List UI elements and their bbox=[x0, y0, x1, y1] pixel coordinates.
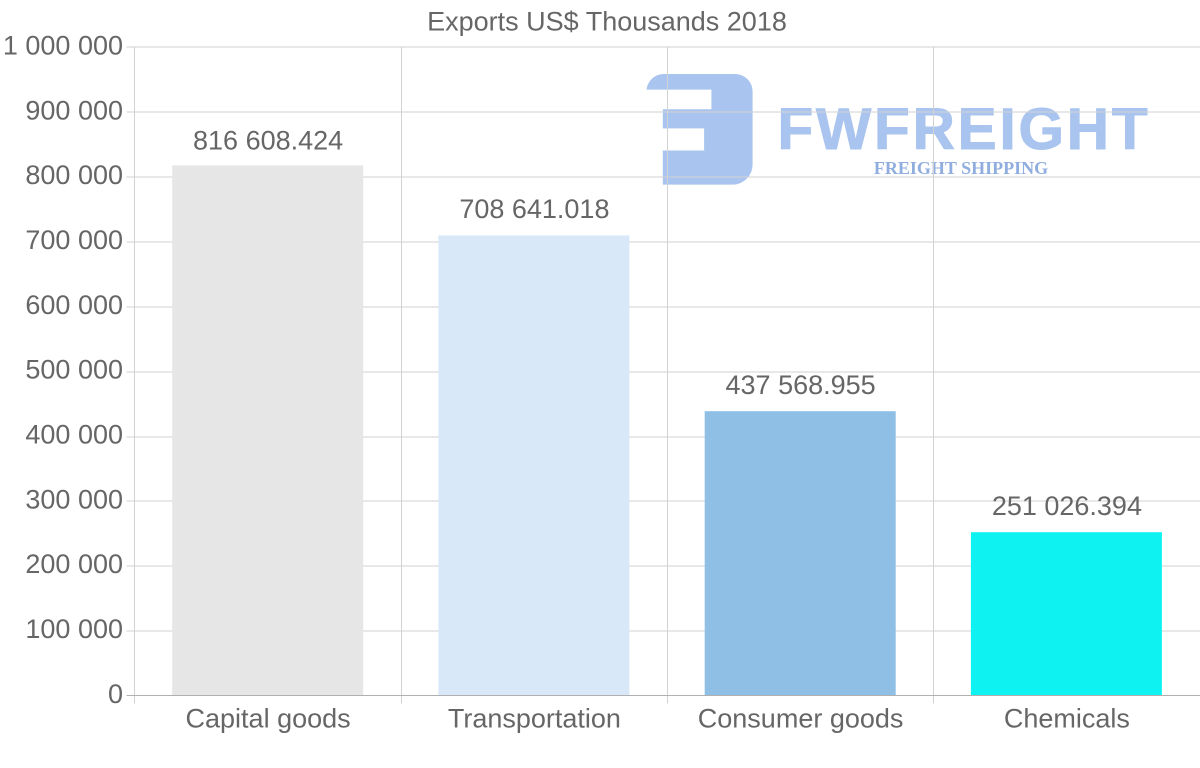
svg-text:1 000 000: 1 000 000 bbox=[3, 30, 123, 60]
svg-text:700 000: 700 000 bbox=[25, 225, 123, 255]
svg-text:600 000: 600 000 bbox=[25, 290, 123, 320]
svg-text:708 641.018: 708 641.018 bbox=[459, 194, 609, 224]
svg-text:Exports US$ Thousands 2018: Exports US$ Thousands 2018 bbox=[427, 7, 787, 37]
svg-text:Chemicals: Chemicals bbox=[1004, 704, 1130, 734]
svg-text:437 568.955: 437 568.955 bbox=[726, 370, 876, 400]
svg-text:400 000: 400 000 bbox=[25, 420, 123, 450]
svg-text:Consumer goods: Consumer goods bbox=[698, 704, 904, 734]
svg-text:251 026.394: 251 026.394 bbox=[992, 491, 1142, 521]
svg-text:900 000: 900 000 bbox=[25, 95, 123, 125]
svg-text:500 000: 500 000 bbox=[25, 355, 123, 385]
svg-text:800 000: 800 000 bbox=[25, 160, 123, 190]
svg-text:FREIGHT SHIPPING: FREIGHT SHIPPING bbox=[874, 158, 1048, 178]
svg-text:816 608.424: 816 608.424 bbox=[193, 125, 343, 155]
svg-text:300 000: 300 000 bbox=[25, 484, 123, 514]
svg-text:Transportation: Transportation bbox=[448, 704, 621, 734]
svg-text:Capital goods: Capital goods bbox=[186, 704, 351, 734]
svg-text:200 000: 200 000 bbox=[25, 549, 123, 579]
svg-text:FWFREIGHT: FWFREIGHT bbox=[778, 97, 1151, 162]
svg-text:0: 0 bbox=[108, 679, 123, 709]
svg-text:100 000: 100 000 bbox=[25, 614, 123, 644]
